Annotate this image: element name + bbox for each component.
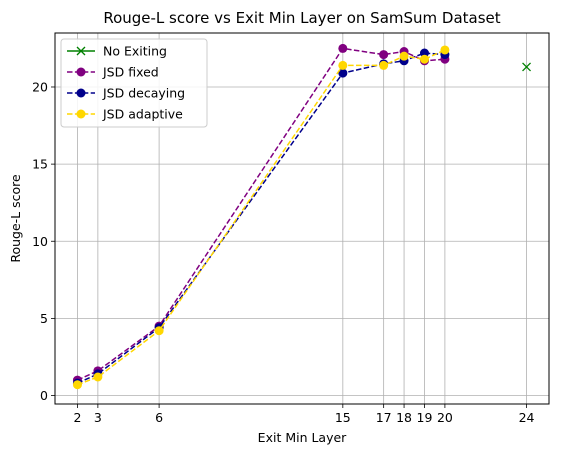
axis-ticks: 2 3 6 15 17 18 19 20 24 0 5 10 15 20 bbox=[32, 79, 534, 425]
legend: No Exiting JSD fixed JSD decaying JSD adapt… bbox=[60, 38, 208, 128]
legend-label: No Exiting bbox=[103, 44, 167, 59]
series-no-exiting bbox=[522, 62, 532, 72]
x-tick-label: 6 bbox=[155, 410, 163, 425]
x-tick-label: 3 bbox=[94, 410, 102, 425]
legend-label: JSD adaptive bbox=[102, 107, 183, 122]
legend-marker bbox=[76, 67, 86, 77]
x-tick-label: 19 bbox=[417, 410, 433, 425]
y-tick-label: 10 bbox=[32, 234, 48, 249]
data-point-jsd-adaptive bbox=[379, 60, 389, 70]
chart-title: Rouge-L score vs Exit Min Layer on SamSu… bbox=[103, 9, 500, 27]
data-point-jsd-adaptive bbox=[72, 380, 82, 390]
y-tick-label: 20 bbox=[32, 79, 48, 94]
data-point-jsd-fixed bbox=[338, 43, 348, 53]
data-point-jsd-adaptive bbox=[338, 60, 348, 70]
legend-marker bbox=[76, 109, 86, 119]
grid-lines bbox=[55, 33, 549, 404]
series-layer bbox=[72, 43, 532, 390]
legend-entry-jsd-adaptive: JSD adaptive bbox=[67, 107, 183, 122]
data-point-jsd-decaying bbox=[419, 48, 429, 58]
data-point-jsd-adaptive bbox=[419, 54, 429, 64]
legend-label: JSD decaying bbox=[102, 86, 185, 101]
x-marker-stroke bbox=[76, 46, 86, 56]
y-axis-label: Rouge-L score bbox=[8, 174, 23, 263]
data-point-jsd-fixed bbox=[379, 50, 389, 60]
legend-marker bbox=[76, 46, 86, 56]
x-marker-stroke bbox=[522, 62, 532, 72]
y-tick-label: 15 bbox=[32, 157, 48, 172]
data-point-jsd-adaptive bbox=[154, 326, 164, 336]
x-tick-label: 20 bbox=[437, 410, 453, 425]
legend-marker bbox=[76, 88, 86, 98]
data-point-jsd-adaptive bbox=[93, 372, 103, 382]
legend-entry-no-exiting: No Exiting bbox=[67, 44, 167, 59]
legend-box bbox=[60, 38, 208, 128]
plot-frame bbox=[54, 32, 550, 405]
legend-entry-jsd-fixed: JSD fixed bbox=[67, 65, 159, 80]
x-tick-label: 15 bbox=[335, 410, 351, 425]
y-tick-label: 5 bbox=[40, 311, 48, 326]
x-tick-label: 17 bbox=[376, 410, 392, 425]
data-point-jsd-adaptive bbox=[440, 45, 450, 55]
series-jsd-adaptive bbox=[72, 45, 450, 390]
y-tick-label: 0 bbox=[40, 388, 48, 403]
legend-entry-jsd-decaying: JSD decaying bbox=[67, 86, 185, 101]
x-tick-label: 18 bbox=[396, 410, 412, 425]
x-axis-label: Exit Min Layer bbox=[258, 430, 348, 445]
x-tick-label: 24 bbox=[519, 410, 535, 425]
data-point-no-exiting bbox=[522, 62, 532, 72]
x-tick-label: 2 bbox=[73, 410, 81, 425]
series-line-jsd-fixed bbox=[77, 47, 445, 381]
data-point-jsd-decaying bbox=[338, 68, 348, 78]
legend-label: JSD fixed bbox=[102, 65, 159, 80]
data-point-jsd-adaptive bbox=[399, 51, 409, 61]
